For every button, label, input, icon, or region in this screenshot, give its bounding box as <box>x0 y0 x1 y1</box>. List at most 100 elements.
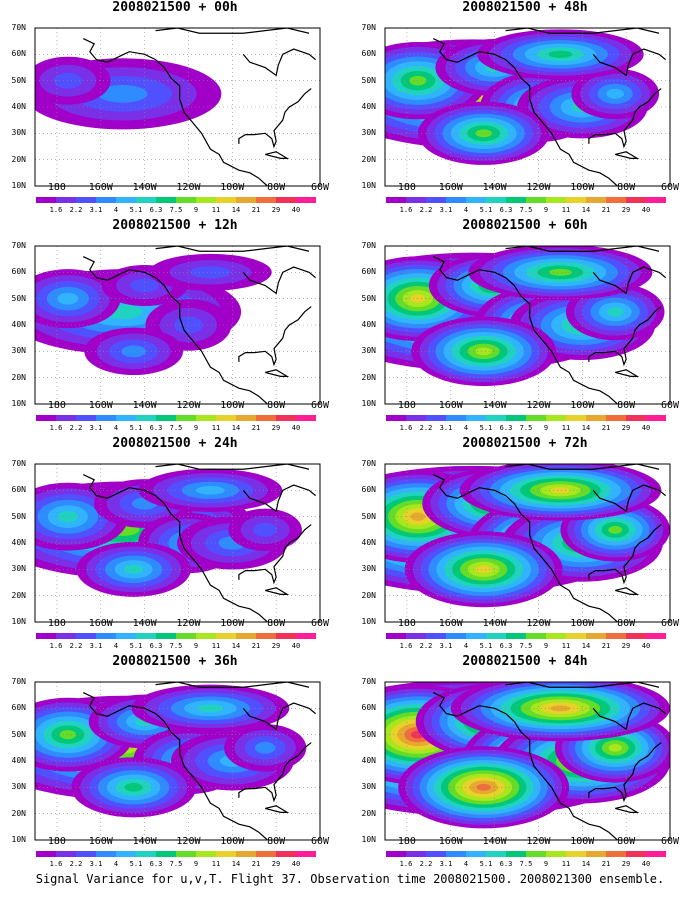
colorbar-swatch <box>626 415 646 421</box>
colorbar-label: 9 <box>543 424 549 432</box>
colorbar-label: 4 <box>113 206 119 214</box>
colorbar-swatch <box>386 633 406 639</box>
latitude-label: 20N <box>11 590 26 600</box>
latitude-label: 30N <box>361 564 376 574</box>
longitude-label: 100W <box>220 618 245 629</box>
colorbar-label: 7.5 <box>169 424 183 432</box>
latitude-label: 60N <box>361 49 376 59</box>
longitude-label: 80W <box>267 400 286 411</box>
longitude-label: 120W <box>176 618 201 629</box>
colorbar-swatch <box>386 415 406 421</box>
colorbar-swatch <box>426 851 446 857</box>
longitude-label: 80W <box>267 182 286 193</box>
colorbar-swatch <box>406 851 426 857</box>
colorbar-swatch <box>276 197 296 203</box>
panel-title: 2008021500 + 00h <box>112 0 238 15</box>
latitude-label: 40N <box>11 102 26 111</box>
colorbar-label: 6.3 <box>149 860 163 868</box>
colorbar <box>386 633 666 639</box>
colorbar-swatch <box>176 197 196 203</box>
longitude-label: 140W <box>132 836 157 847</box>
latitude-label: 40N <box>361 756 376 765</box>
map-panel-60h: 2008021500 + 60h 70N 60N 50N 40N 30N 20N 10N 180… <box>350 218 690 433</box>
map-panel-00h: 2008021500 + 00h 70N 60N 50N 40N 30N 20N 10N 180… <box>0 0 340 215</box>
colorbar-swatch <box>156 633 176 639</box>
colorbar-swatch <box>156 197 176 203</box>
colorbar-swatch <box>526 197 546 203</box>
figure-caption: Signal Variance for u,v,T. Flight 37. Ob… <box>35 872 665 886</box>
colorbar-label: 2.2 <box>69 642 83 650</box>
colorbar-swatch <box>156 851 176 857</box>
colorbar-swatch <box>446 633 466 639</box>
latitude-label: 50N <box>11 293 26 303</box>
colorbar-label: 4 <box>463 424 469 432</box>
colorbar-label: 7.5 <box>169 860 183 868</box>
colorbar-swatch <box>646 197 666 203</box>
longitude-label: 140W <box>482 400 507 411</box>
colorbar-swatch <box>36 851 56 857</box>
variance-map <box>34 463 321 623</box>
colorbar-label: 29 <box>621 642 631 650</box>
latitude-label: 70N <box>361 23 376 32</box>
colorbar-swatch <box>136 197 156 203</box>
map-panel-24h: 2008021500 + 24h 70N 60N 50N 40N 30N 20N 10N 180… <box>0 436 340 651</box>
longitude-label: 180 <box>397 400 416 411</box>
colorbar-label: 21 <box>251 424 261 432</box>
colorbar-label: 29 <box>271 206 281 214</box>
longitude-label: 120W <box>176 182 201 193</box>
latitude-label: 10N <box>361 617 376 626</box>
colorbar-swatch <box>196 415 216 421</box>
colorbar-label: 6.3 <box>499 860 513 868</box>
colorbar-swatch <box>406 415 426 421</box>
colorbar <box>36 851 316 857</box>
latitude-label: 40N <box>11 538 26 547</box>
colorbar-swatch <box>506 851 526 857</box>
colorbar-swatch <box>446 415 466 421</box>
colorbar-swatch <box>256 633 276 639</box>
colorbar-swatch <box>116 197 136 203</box>
colorbar-label: 6.3 <box>149 424 163 432</box>
colorbar-swatch <box>646 633 666 639</box>
colorbar-swatch <box>566 633 586 639</box>
latitude-label: 20N <box>361 590 376 600</box>
colorbar-label: 29 <box>621 424 631 432</box>
longitude-label: 180 <box>47 400 66 411</box>
colorbar-label: 4 <box>463 206 469 214</box>
colorbar-label: 7.5 <box>519 206 533 214</box>
colorbar-label: 11 <box>211 206 221 214</box>
colorbar-label: 1.6 <box>49 642 63 650</box>
colorbar-swatch <box>196 851 216 857</box>
longitude-label: 180 <box>47 182 66 193</box>
colorbar-label: 5.1 <box>129 860 143 868</box>
longitude-label: 160W <box>438 836 463 847</box>
colorbar-label: 9 <box>543 642 549 650</box>
colorbar-swatch <box>646 851 666 857</box>
colorbar-swatch <box>546 415 566 421</box>
map-panel-72h: 2008021500 + 72h 70N 60N 50N 40N 30N 20N 10N 180… <box>350 436 690 651</box>
longitude-label: 80W <box>267 618 286 629</box>
latitude-label: 30N <box>11 128 26 138</box>
colorbar-swatch <box>296 415 316 421</box>
latitude-label: 20N <box>11 154 26 164</box>
longitude-label: 120W <box>176 836 201 847</box>
colorbar-label: 6.3 <box>149 206 163 214</box>
longitude-label: 100W <box>570 400 595 411</box>
colorbar-swatch <box>586 415 606 421</box>
longitude-label: 60W <box>660 182 680 193</box>
panel-title: 2008021500 + 48h <box>462 0 588 15</box>
colorbar-label: 1.6 <box>49 206 63 214</box>
colorbar-label: 40 <box>291 424 301 432</box>
latitude-label: 50N <box>361 511 376 521</box>
colorbar-label: 14 <box>581 424 591 432</box>
longitude-label: 80W <box>617 618 636 629</box>
longitude-label: 140W <box>132 400 157 411</box>
colorbar-label: 9 <box>543 206 549 214</box>
colorbar-label: 40 <box>291 860 301 868</box>
colorbar-swatch <box>446 851 466 857</box>
longitude-label: 160W <box>438 182 463 193</box>
colorbar-label: 5.1 <box>479 206 493 214</box>
latitude-label: 30N <box>361 782 376 792</box>
longitude-label: 140W <box>132 182 157 193</box>
colorbar-swatch <box>76 415 96 421</box>
longitude-label: 80W <box>617 836 636 847</box>
